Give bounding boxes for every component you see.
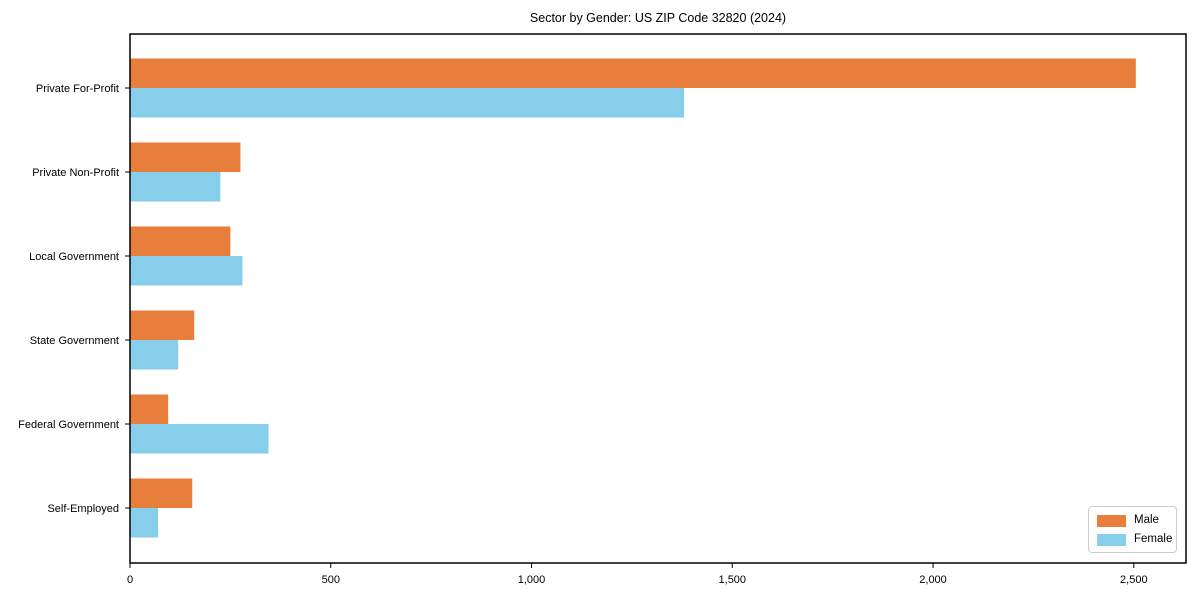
bar-male-private-for-profit bbox=[130, 58, 1136, 88]
legend-label-male: Male bbox=[1134, 513, 1159, 526]
x-tick-label: 1,500 bbox=[719, 574, 747, 586]
bar-male-self-employed bbox=[130, 478, 193, 508]
x-tick-label: 2,000 bbox=[919, 574, 947, 586]
bar-female-state-government bbox=[130, 340, 179, 370]
chart-title: Sector by Gender: US ZIP Code 32820 (202… bbox=[529, 11, 787, 25]
bar-male-federal-government bbox=[130, 394, 169, 424]
y-category-label-self-employed: Self-Employed bbox=[47, 503, 119, 515]
x-tick-label: 2,500 bbox=[1120, 574, 1148, 586]
bar-female-federal-government bbox=[130, 424, 269, 454]
bar-female-local-government bbox=[130, 256, 243, 286]
legend: Male Female bbox=[1088, 506, 1177, 553]
x-tick-label: 500 bbox=[322, 574, 340, 586]
plot-frame bbox=[129, 33, 1187, 564]
y-category-label-federal-government: Federal Government bbox=[18, 419, 119, 431]
y-category-label-state-government: State Government bbox=[30, 335, 119, 347]
y-category-label-private-for-profit: Private For-Profit bbox=[36, 83, 119, 95]
x-tick-label: 0 bbox=[127, 574, 133, 586]
bar-male-state-government bbox=[130, 310, 195, 340]
y-category-label-private-non-profit: Private Non-Profit bbox=[32, 167, 119, 179]
legend-entry-male: Male bbox=[1097, 513, 1168, 528]
female-swatch-icon bbox=[1097, 533, 1126, 546]
x-tick-label: 1,000 bbox=[518, 574, 546, 586]
bar-male-private-non-profit bbox=[130, 142, 241, 172]
legend-label-female: Female bbox=[1134, 532, 1173, 545]
bar-female-private-non-profit bbox=[130, 172, 221, 202]
y-category-label-local-government: Local Government bbox=[29, 251, 119, 263]
male-swatch-icon bbox=[1097, 514, 1126, 527]
bar-female-private-for-profit bbox=[130, 88, 685, 118]
legend-entry-female: Female bbox=[1097, 532, 1172, 547]
bar-female-self-employed bbox=[130, 508, 159, 538]
bar-male-local-government bbox=[130, 226, 231, 256]
